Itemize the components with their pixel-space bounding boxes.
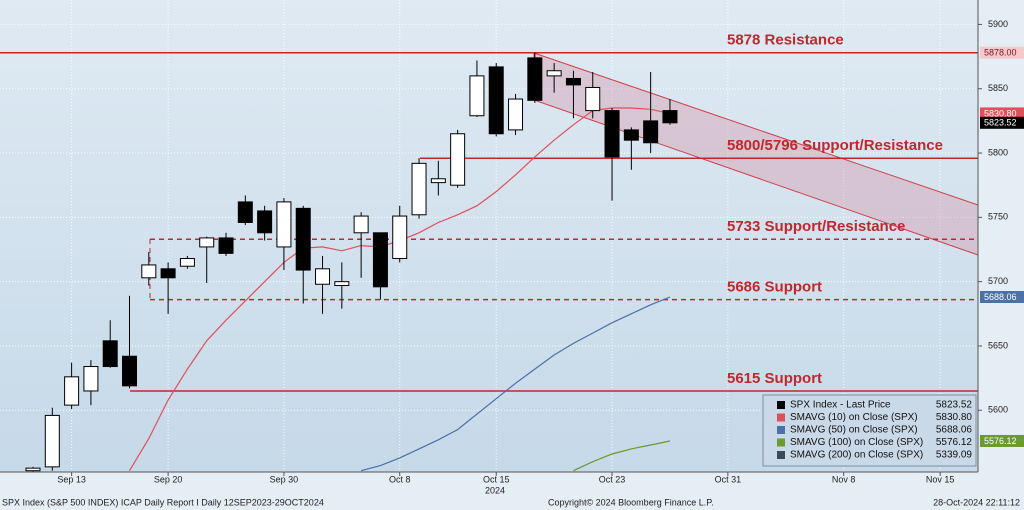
legend-label: SMAVG (200) on Close (SPX) bbox=[790, 450, 923, 461]
candle-body bbox=[585, 86, 601, 112]
candle-body bbox=[122, 355, 138, 387]
price-tag bbox=[980, 291, 1024, 304]
y-tick-label: 5900 bbox=[988, 19, 1008, 29]
legend-swatch bbox=[777, 401, 785, 409]
candle-body bbox=[83, 366, 99, 392]
candle-body bbox=[508, 98, 524, 131]
x-tick-label: Oct 8 bbox=[389, 474, 411, 484]
candle-body bbox=[218, 237, 234, 254]
candle-body bbox=[160, 268, 176, 279]
sma-line bbox=[360, 296, 671, 472]
price-tag-label: 5878.00 bbox=[984, 48, 1017, 58]
candle-body bbox=[450, 133, 466, 186]
candle-body bbox=[623, 129, 639, 141]
x-tick-label: Sep 13 bbox=[57, 474, 86, 484]
candle-body bbox=[565, 77, 581, 86]
x-tick-label: Sep 30 bbox=[270, 474, 299, 484]
legend-value: 5688.06 bbox=[936, 425, 973, 436]
candle-body bbox=[372, 232, 388, 288]
candle-body bbox=[662, 110, 678, 124]
candle-body bbox=[257, 210, 273, 234]
candle-body bbox=[179, 258, 195, 267]
candle-body bbox=[527, 57, 543, 101]
footer-right: 28-Oct-2024 22:11:12 bbox=[933, 497, 1020, 507]
candle-body bbox=[430, 178, 446, 184]
price-tag bbox=[980, 116, 1024, 129]
legend-label: SMAVG (100) on Close (SPX) bbox=[790, 437, 923, 448]
sma-line bbox=[573, 440, 671, 472]
candle-body bbox=[295, 207, 311, 271]
candle-body bbox=[25, 467, 41, 472]
candle-body bbox=[469, 75, 485, 117]
legend-swatch bbox=[777, 426, 785, 434]
axes: 5600 5650 5700 5750 5800 5850 5900 Sep 13 Sep 20… bbox=[57, 19, 1024, 484]
candle-body bbox=[353, 215, 369, 234]
footer-left: SPX Index (S&P 500 INDEX) ICAP Daily Rep… bbox=[2, 497, 324, 507]
price-tag-label: 5576.12 bbox=[984, 436, 1017, 446]
level-label: 5878 Resistance bbox=[727, 32, 844, 49]
y-tick-label: 5600 bbox=[988, 405, 1008, 415]
price-tag bbox=[980, 107, 1024, 120]
y-tick-label: 5850 bbox=[988, 83, 1008, 93]
candle-body bbox=[199, 237, 215, 248]
x-tick-label: Oct 15 bbox=[483, 474, 510, 484]
x-tick-label: Sep 20 bbox=[154, 474, 183, 484]
candle-body bbox=[276, 201, 292, 248]
legend-swatch bbox=[777, 438, 785, 447]
legend-label: SMAVG (50) on Close (SPX) bbox=[790, 425, 918, 436]
candle-body bbox=[64, 376, 80, 406]
y-axis-area bbox=[978, 0, 1024, 472]
legend-swatch bbox=[777, 413, 785, 422]
candle-body bbox=[315, 268, 331, 285]
legend-value: 5823.52 bbox=[936, 400, 973, 411]
candle-body bbox=[411, 162, 427, 216]
y-tick-label: 5750 bbox=[988, 212, 1008, 222]
candle-body bbox=[102, 340, 118, 368]
level-label: 5686 Support bbox=[727, 279, 822, 296]
price-tag bbox=[980, 46, 1024, 59]
legend-value: 5339.09 bbox=[936, 450, 973, 461]
legend-label: SPX Index - Last Price bbox=[790, 400, 891, 411]
level-label: 5733 Support/Resistance bbox=[727, 218, 905, 235]
y-tick-label: 5650 bbox=[988, 340, 1008, 350]
legend: SPX Index - Last Price 5823.52 SMAVG (10) … bbox=[762, 394, 977, 467]
x-tick-label: Oct 23 bbox=[599, 474, 626, 484]
legend-swatch bbox=[777, 451, 785, 459]
footer-center: Copyright© 2024 Bloomberg Finance L.P. bbox=[548, 497, 714, 507]
level-label: 5615 Support bbox=[727, 370, 822, 387]
legend-value: 5830.80 bbox=[936, 412, 973, 423]
legend-value: 5576.12 bbox=[936, 437, 973, 448]
y-tick-label: 5800 bbox=[988, 147, 1008, 157]
price-tag-label: 5830.80 bbox=[984, 108, 1017, 118]
legend-box bbox=[762, 394, 977, 467]
level-label: 5800/5796 Support/Resistance bbox=[727, 137, 943, 154]
candle-body bbox=[334, 281, 350, 287]
price-tag bbox=[980, 434, 1024, 447]
legend-label: SMAVG (10) on Close (SPX) bbox=[790, 412, 918, 423]
candle-body bbox=[237, 201, 253, 223]
candle-body bbox=[44, 414, 60, 468]
price-tag-label: 5688.06 bbox=[984, 292, 1017, 302]
candle-body bbox=[546, 70, 562, 77]
x-tick-label: Oct 31 bbox=[715, 474, 742, 484]
x-tick-label: Nov 8 bbox=[832, 474, 856, 484]
year-label: 2024 bbox=[485, 485, 505, 495]
candle-body bbox=[488, 66, 504, 135]
candle-body bbox=[141, 264, 157, 279]
candle-body bbox=[604, 110, 620, 158]
x-tick-label: Nov 15 bbox=[926, 474, 955, 484]
y-tick-label: 5700 bbox=[988, 276, 1008, 286]
levels: 5878 Resistance 5800/5796 Support/Resista… bbox=[0, 32, 978, 392]
candle-body bbox=[392, 215, 408, 260]
candle-body bbox=[643, 120, 659, 144]
candles bbox=[25, 52, 678, 472]
x-axis-area bbox=[0, 472, 1024, 510]
price-tag-label: 5823.52 bbox=[984, 118, 1017, 128]
